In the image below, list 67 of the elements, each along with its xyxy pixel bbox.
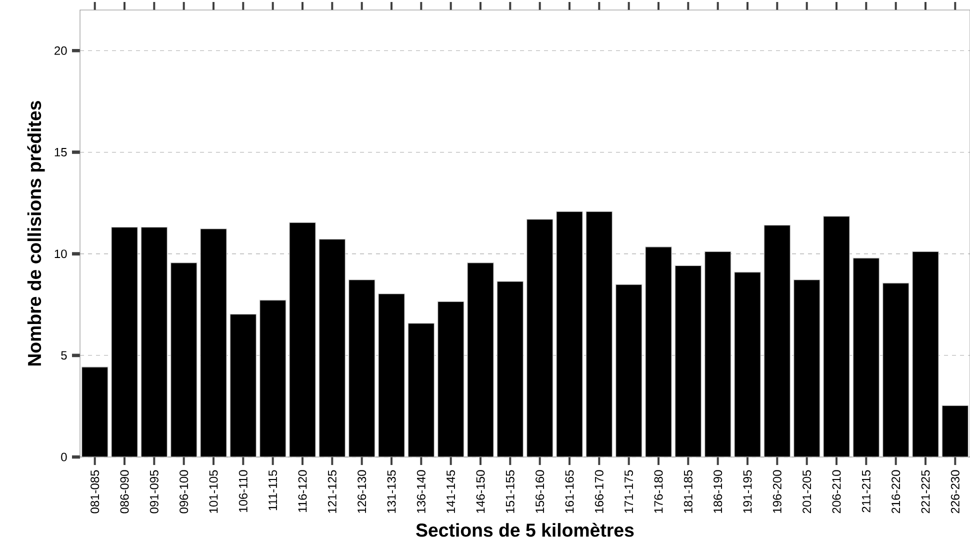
x-tick-label: 146-150	[476, 470, 485, 513]
bar	[319, 239, 346, 457]
bar	[141, 227, 168, 457]
bar	[912, 252, 939, 457]
bar	[200, 228, 227, 457]
bar	[497, 281, 524, 457]
x-tick-label: 121-125	[328, 470, 336, 513]
x-tick-label: 151-155	[506, 470, 514, 513]
bar	[586, 212, 612, 457]
bar	[794, 280, 820, 457]
x-tick-label: 201-205	[802, 470, 812, 514]
x-tick-label: 181-185	[684, 470, 692, 513]
bar	[704, 252, 731, 457]
x-tick-label: 131-135	[387, 470, 396, 513]
bar	[111, 227, 138, 457]
x-tick-label: 166-170	[594, 470, 604, 513]
bar	[289, 222, 316, 457]
y-axis-title: Nombre de collisions prédites	[27, 100, 45, 366]
bar	[408, 323, 434, 457]
bar	[734, 272, 761, 457]
bar	[853, 258, 880, 457]
x-tick-label: 211-215	[862, 470, 870, 512]
x-tick-label: 111-115	[268, 470, 278, 510]
bar	[467, 262, 494, 457]
x-tick-label: 141-145	[446, 470, 456, 513]
x-tick-label: 101-105	[209, 470, 218, 513]
x-tick-label: 206-210	[832, 470, 841, 514]
bar	[230, 314, 256, 457]
x-tick-label: 126-130	[358, 470, 366, 513]
x-tick-label: 086-090	[120, 470, 129, 514]
x-tick-label: 191-195	[743, 470, 752, 513]
x-tick-label: 221-225	[921, 470, 930, 514]
bar	[348, 280, 375, 457]
x-tick-label: 096-100	[180, 470, 188, 514]
bar	[556, 212, 583, 457]
y-tick-label: 5	[61, 351, 67, 360]
y-tick-label: 10	[54, 250, 67, 258]
bar	[882, 283, 909, 457]
y-tick-label: 0	[61, 452, 67, 462]
x-tick-label: 106-110	[238, 470, 248, 512]
bar	[260, 300, 286, 457]
bar	[526, 219, 553, 457]
bar	[82, 366, 108, 457]
bar	[645, 246, 672, 457]
bar	[764, 225, 790, 457]
bar	[170, 262, 197, 457]
x-tick-label: 136-140	[416, 470, 426, 513]
bar	[378, 294, 405, 457]
x-tick-label: 226-230	[950, 470, 960, 514]
x-tick-label: 176-180	[654, 470, 663, 513]
x-tick-label: 196-200	[772, 470, 782, 513]
x-tick-label: 216-220	[892, 470, 900, 514]
x-tick-label: 171-175	[624, 470, 634, 513]
x-tick-label: 081-085	[90, 470, 100, 514]
x-tick-label: 186-190	[714, 470, 722, 513]
x-tick-label: 161-165	[565, 470, 574, 513]
x-tick-label: 091-095	[150, 470, 158, 514]
bar	[942, 405, 969, 457]
bar	[823, 216, 850, 457]
x-tick-label: 116-120	[298, 470, 307, 512]
bar	[675, 266, 702, 457]
bar	[438, 302, 464, 457]
bar	[616, 284, 642, 457]
x-tick-label: 156-160	[536, 470, 544, 513]
x-axis-title: Sections de 5 kilomètres	[416, 522, 634, 537]
y-tick-label: 15	[54, 148, 67, 156]
y-tick-label: 20	[54, 46, 67, 55]
